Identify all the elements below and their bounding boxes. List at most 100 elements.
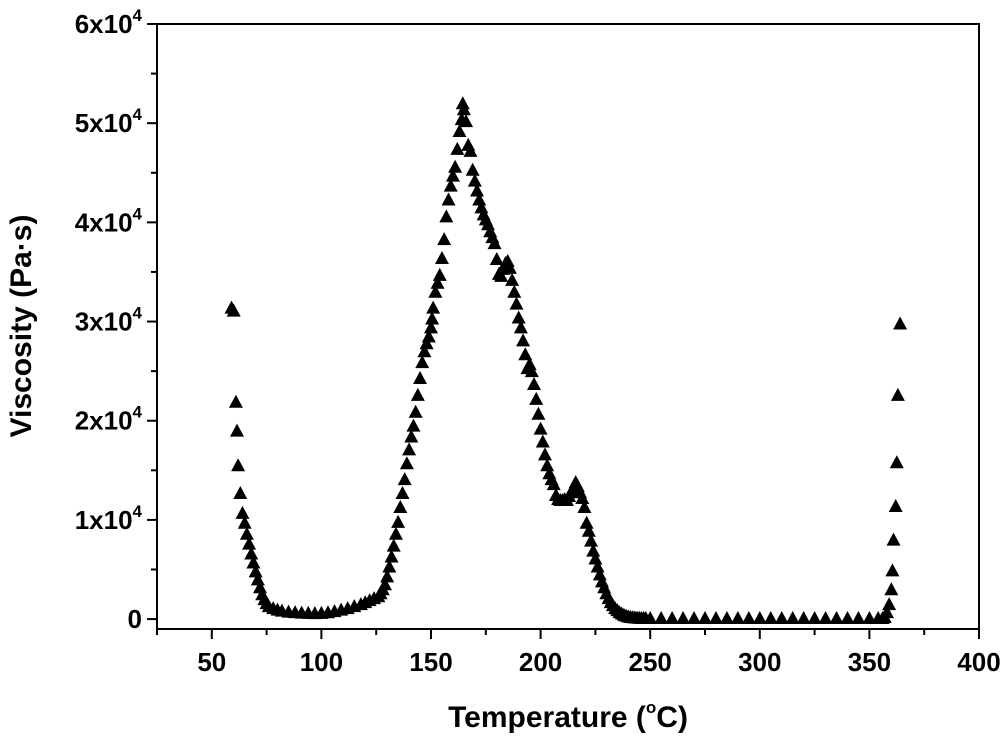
data-point	[408, 404, 423, 418]
data-point	[884, 582, 899, 596]
data-point	[546, 477, 561, 491]
data-point	[487, 236, 502, 250]
data-point	[439, 209, 454, 223]
data-point	[391, 514, 406, 528]
data-point	[665, 611, 680, 625]
data-point	[235, 505, 250, 519]
data-point	[432, 267, 447, 281]
data-point	[774, 611, 789, 625]
plot-frame	[156, 23, 980, 630]
y-tick-label: 2x104	[75, 403, 143, 436]
data-point	[228, 394, 243, 408]
y-axis-title: Viscosity (Pa·s)	[5, 215, 38, 438]
x-tick-label: 150	[409, 647, 452, 677]
data-point	[879, 605, 894, 619]
data-point	[250, 572, 265, 586]
data-point	[588, 551, 603, 565]
data-point	[676, 611, 691, 625]
y-tick-label: 4x104	[75, 204, 143, 237]
data-point	[763, 611, 778, 625]
data-point	[450, 141, 465, 155]
data-point	[399, 456, 414, 470]
data-point	[730, 611, 745, 625]
data-point	[505, 272, 520, 286]
x-tick-label: 300	[738, 647, 781, 677]
x-tick-label: 250	[629, 647, 672, 677]
data-point	[404, 429, 419, 443]
data-point	[807, 611, 822, 625]
x-tick-label: 350	[848, 647, 891, 677]
data-point	[239, 526, 254, 540]
data-point	[509, 296, 524, 310]
x-tick-label: 400	[957, 647, 1000, 677]
data-point	[417, 344, 432, 358]
data-point	[698, 611, 712, 625]
data-point	[421, 329, 436, 343]
data-point	[388, 526, 403, 540]
data-point	[437, 232, 452, 246]
x-tick-label: 50	[197, 647, 226, 677]
x-tick-label: 200	[519, 647, 562, 677]
data-point	[516, 333, 531, 347]
data-point	[386, 538, 401, 552]
data-point	[531, 406, 546, 420]
data-point	[489, 251, 504, 265]
data-point	[430, 275, 445, 289]
data-point	[577, 499, 592, 513]
x-axis-title: Temperature (oC)	[448, 698, 688, 734]
data-point	[785, 611, 800, 625]
data-point	[818, 611, 833, 625]
data-point	[886, 532, 901, 546]
data-point	[584, 533, 599, 547]
data-point	[246, 555, 261, 569]
data-point	[428, 284, 443, 298]
data-point	[885, 563, 900, 577]
data-point	[237, 515, 252, 529]
data-point	[393, 499, 408, 513]
data-point	[415, 355, 430, 369]
data-point	[419, 336, 434, 350]
data-point	[529, 391, 544, 405]
data-markers	[224, 96, 908, 625]
data-point	[507, 284, 522, 298]
data-point	[233, 486, 248, 500]
data-point	[502, 260, 517, 274]
data-point	[708, 611, 723, 625]
data-point	[533, 421, 548, 435]
data-point	[511, 310, 526, 324]
data-point	[581, 523, 596, 537]
data-point	[465, 162, 480, 176]
data-point	[426, 300, 441, 314]
data-point	[402, 442, 417, 456]
data-point	[537, 447, 552, 461]
data-point	[248, 564, 263, 578]
data-point	[425, 311, 440, 325]
data-point	[231, 458, 246, 472]
data-point	[579, 515, 594, 529]
data-point	[862, 611, 877, 625]
data-point	[513, 320, 528, 334]
data-point	[687, 611, 702, 625]
data-point	[590, 559, 605, 573]
data-point	[643, 611, 658, 625]
data-point	[796, 611, 811, 625]
data-point	[494, 268, 509, 282]
data-point	[463, 143, 478, 157]
data-point	[527, 376, 542, 390]
data-point	[382, 559, 397, 573]
y-tick-label: 5x104	[75, 105, 143, 138]
data-point	[445, 168, 460, 182]
data-point	[395, 486, 410, 500]
data-point	[384, 549, 399, 563]
data-point	[586, 543, 601, 557]
data-point	[441, 192, 456, 206]
data-point	[893, 316, 908, 330]
data-point	[654, 611, 669, 625]
data-point	[244, 546, 259, 560]
data-point	[889, 455, 904, 469]
data-point	[840, 611, 855, 625]
data-point	[540, 458, 555, 472]
data-point	[882, 597, 897, 611]
data-point	[890, 387, 905, 401]
